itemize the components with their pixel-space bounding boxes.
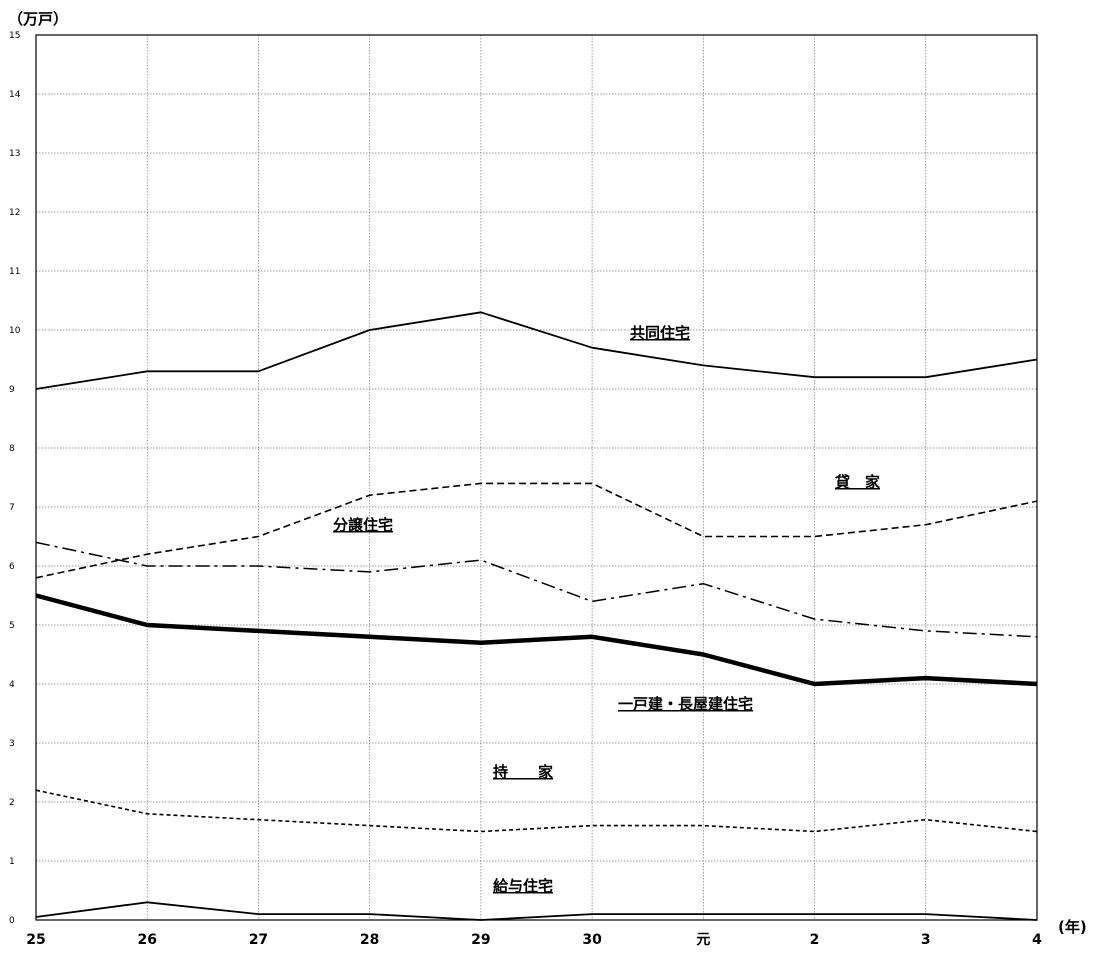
- series-label-kyodo: 共同住宅: [630, 324, 690, 342]
- y-tick-label: 12: [9, 208, 20, 218]
- x-unit-label: (年): [1058, 918, 1087, 936]
- series-lines: [35, 311, 1038, 921]
- series-label-ikkodate: 一戸建・長屋建住宅: [618, 695, 753, 713]
- y-tick-label: 1: [9, 857, 15, 867]
- y-tick-label: 3: [9, 739, 15, 749]
- y-unit-label: （万戸）: [8, 10, 68, 28]
- y-tick-label: 8: [9, 444, 15, 454]
- series-label-kashiya: 貸 家: [835, 473, 880, 491]
- series-line-2: [35, 541, 1038, 638]
- y-tick-label: 2: [9, 798, 15, 808]
- series-line-5: [35, 901, 1038, 921]
- x-tick-label: 28: [360, 932, 379, 948]
- series-label-mochiie: 持 家: [493, 763, 553, 781]
- y-tick-label: 0: [9, 916, 15, 926]
- series-line-0: [35, 311, 1038, 390]
- x-axis-ticks: 25 26 27 28 29 30 元 2 3 4: [26, 932, 1042, 948]
- x-tick-label: 25: [26, 932, 45, 948]
- x-tick-label: 29: [471, 932, 490, 948]
- y-tick-label: 5: [9, 621, 15, 631]
- y-tick-label: 15: [9, 31, 20, 41]
- y-tick-label: 6: [9, 562, 15, 572]
- y-tick-label: 4: [9, 680, 15, 690]
- x-tick-label: 元: [696, 932, 710, 948]
- y-tick-label: 13: [9, 149, 20, 159]
- x-tick-label: 2: [810, 932, 820, 948]
- y-tick-label: 10: [9, 326, 21, 336]
- series-line-1: [35, 482, 1038, 579]
- y-tick-label: 11: [9, 267, 20, 277]
- gridlines: [36, 35, 1037, 920]
- x-tick-label: 26: [137, 932, 156, 948]
- series-label-bunjo: 分譲住宅: [333, 516, 393, 534]
- x-tick-label: 30: [582, 932, 602, 948]
- y-tick-label: 9: [9, 385, 15, 395]
- series-line-4: [35, 789, 1038, 833]
- y-tick-label: 14: [9, 90, 21, 100]
- y-tick-label: 7: [9, 503, 15, 513]
- x-tick-label: 4: [1032, 932, 1042, 948]
- series-label-kyuyo: 給与住宅: [493, 877, 553, 895]
- x-tick-label: 27: [249, 932, 268, 948]
- x-tick-label: 3: [921, 932, 931, 948]
- plot-frame: [35, 34, 1038, 921]
- series-line-3: [35, 593, 1038, 687]
